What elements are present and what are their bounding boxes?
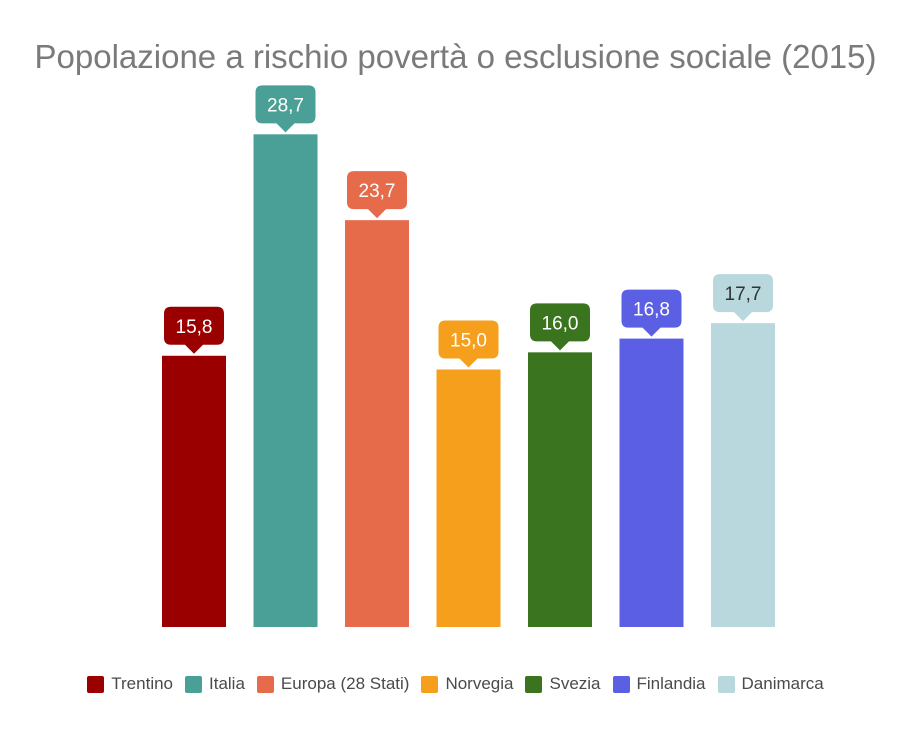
legend-label: Europa (28 Stati) — [280, 674, 410, 693]
data-label-3: 15,0 — [450, 331, 487, 352]
data-label-bubble-2 — [347, 171, 407, 219]
data-label-bubble-6 — [713, 274, 773, 322]
legend-label: Svezia — [549, 674, 601, 693]
bar-5 — [619, 338, 684, 627]
legend-label: Finlandia — [636, 674, 706, 693]
bar-3 — [436, 369, 501, 627]
data-label-bubble-1 — [255, 85, 316, 133]
legend-label: Italia — [209, 674, 245, 693]
data-label-4: 16,0 — [542, 313, 579, 334]
data-label-bubble-0 — [164, 306, 224, 354]
chart-title: Popolazione a rischio povertà o esclusio… — [34, 38, 877, 75]
legend-label: Trentino — [111, 674, 173, 693]
legend-item-1: Italia — [185, 674, 245, 694]
legend-item-2: Europa (28 Stati) — [256, 674, 410, 694]
bar-1 — [253, 134, 318, 628]
legend-item-5: Finlandia — [612, 674, 706, 694]
legend-label: Norvegia — [445, 674, 514, 693]
legend-item-4: Svezia — [525, 674, 601, 694]
legend-swatch — [612, 675, 630, 693]
legend-swatch — [256, 675, 274, 693]
legend-swatch — [87, 675, 105, 693]
legend-swatch — [421, 675, 439, 693]
bar-6 — [711, 323, 775, 627]
legend-item-6: Danimarca — [717, 674, 824, 694]
legend-item-3: Norvegia — [421, 674, 513, 694]
data-label-bubble-3 — [438, 320, 499, 368]
legend-swatch — [525, 675, 543, 693]
bar-2 — [345, 220, 409, 627]
bar-0 — [162, 355, 226, 627]
data-label-0: 15,8 — [176, 317, 213, 338]
data-label-2: 23,7 — [359, 181, 396, 202]
data-label-1: 28,7 — [267, 95, 304, 116]
data-label-bubble-5 — [621, 289, 682, 337]
legend-swatch — [185, 675, 202, 693]
bar-4 — [528, 352, 592, 627]
data-label-bubble-4 — [530, 303, 590, 351]
data-label-5: 16,8 — [633, 300, 670, 321]
data-label-6: 17,7 — [725, 284, 762, 305]
bars-group: 15,8 28,7 23,7 15,0 16,0 16,8 17,7 — [162, 85, 775, 628]
legend: Trentino Italia Europa (28 Stati) Norvegia S… — [0, 674, 911, 694]
legend-swatch — [717, 675, 735, 693]
legend-item-0: Trentino — [87, 674, 173, 694]
legend-label: Danimarca — [741, 674, 824, 693]
